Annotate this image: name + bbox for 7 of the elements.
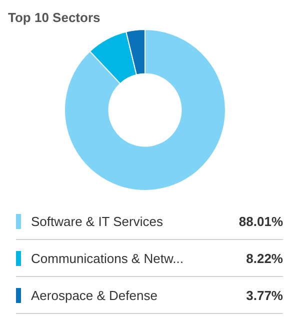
data-label: 88.01% — [238, 214, 283, 228]
legend-label: Aerospace & Defense — [31, 288, 158, 302]
data-label: 8.22% — [246, 250, 283, 266]
legend-label: Software & IT Services — [31, 214, 164, 228]
chart-title: Top 10 Sectors — [8, 10, 102, 25]
data-label: 3.77% — [246, 288, 283, 302]
legend-label: Communications & Netw... — [31, 250, 184, 266]
